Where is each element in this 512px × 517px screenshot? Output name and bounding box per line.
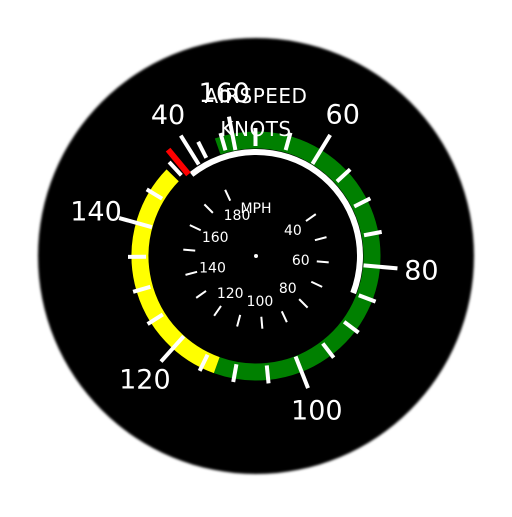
mph-label: 140 xyxy=(199,261,226,277)
mph-label: 60 xyxy=(292,253,310,269)
mph-label: 120 xyxy=(217,286,244,302)
mph-tick xyxy=(261,317,262,329)
title-knots: KNOTS xyxy=(220,117,291,141)
knots-label: 140 xyxy=(70,197,122,228)
mph-label: 80 xyxy=(279,281,297,297)
knots-minor-tick xyxy=(267,365,269,383)
mph-tick xyxy=(183,250,195,251)
knots-label: 100 xyxy=(291,395,343,426)
title-airspeed: AIRSPEED xyxy=(205,84,308,108)
knots-label: 40 xyxy=(151,100,185,131)
knots-label: 60 xyxy=(326,100,360,131)
knots-label: 80 xyxy=(404,256,438,287)
knots-label: 120 xyxy=(119,364,171,395)
center-pivot xyxy=(254,254,258,258)
mph-label: 40 xyxy=(284,223,302,239)
mph-tick xyxy=(317,261,329,262)
mph-label: 160 xyxy=(202,230,229,246)
mph-label: 100 xyxy=(247,294,274,310)
unit-mph: MPH xyxy=(240,201,271,217)
